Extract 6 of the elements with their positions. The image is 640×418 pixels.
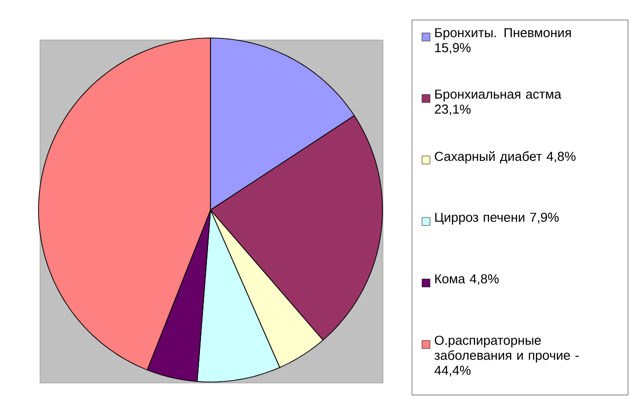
legend-label: О.распираторные заболевания и прочие - 44,4% — [434, 336, 579, 376]
legend-label: Бронхиты. Пневмония 15,9% — [435, 28, 571, 54]
legend-label: Бронхиальная астма 23,1% — [434, 90, 562, 116]
legend-label: Кома 4,8% — [435, 274, 499, 285]
legend-label: Сахарный диабет 4,8% — [434, 151, 576, 164]
legend-label: Цирроз печени 7,9% — [435, 212, 559, 224]
